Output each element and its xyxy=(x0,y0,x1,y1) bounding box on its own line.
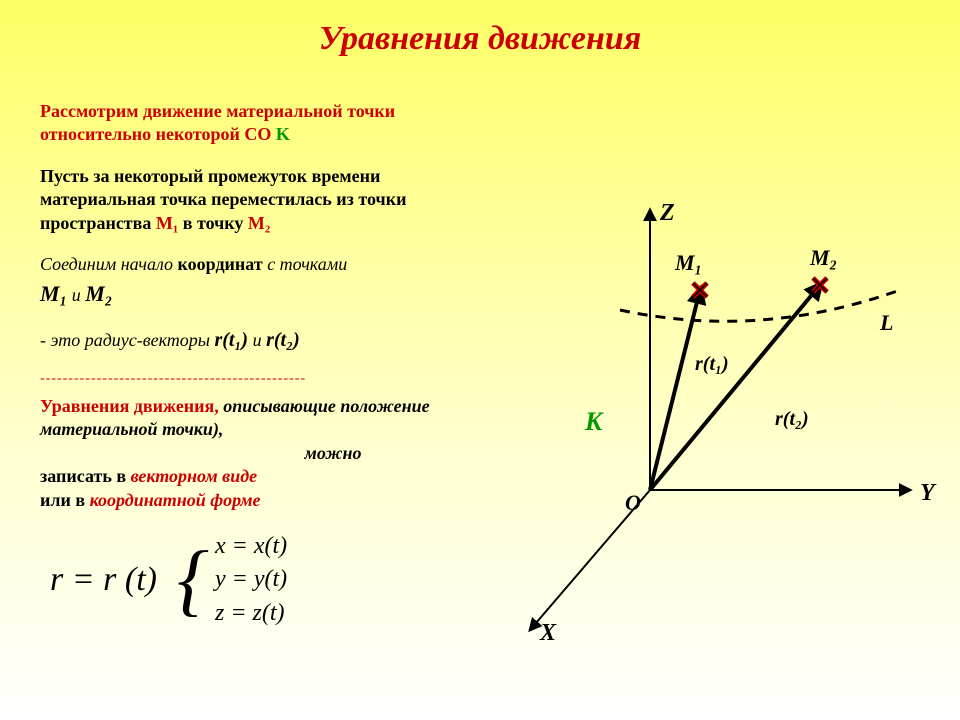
label-l: L xyxy=(879,310,893,335)
p4a: - это радиус-векторы xyxy=(40,330,210,350)
label-x: X xyxy=(539,620,557,646)
label-rt1: r(t₁) xyxy=(695,353,729,375)
p2c: в точку xyxy=(183,213,244,233)
eq-y: y = y(t) xyxy=(215,563,287,597)
p4b: r(t₁) xyxy=(214,329,248,351)
vector-equation: r = r (t) xyxy=(50,561,157,599)
p3c: с точками xyxy=(267,254,347,274)
eq-z: z = z(t) xyxy=(215,597,287,631)
p1-k: K xyxy=(276,124,290,144)
para-5: Уравнения движения, описывающие положени… xyxy=(40,395,500,512)
p5e: векторном виде xyxy=(131,466,258,486)
point-m2 xyxy=(813,278,827,292)
p5c: можно xyxy=(305,443,362,463)
p5g: координатной форме xyxy=(90,490,261,510)
text-content: Рассмотрим движение материальной точки о… xyxy=(40,100,500,631)
p4d: r(t₂) xyxy=(266,329,300,351)
p3b: координат xyxy=(178,254,263,274)
p2d: М₂ xyxy=(248,213,270,233)
system-equations: { x = x(t) y = y(t) z = z(t) xyxy=(177,530,287,631)
label-m2: М₂ xyxy=(809,245,837,270)
label-rt2: r(t₂) xyxy=(775,408,809,430)
p3a: Соединим начало xyxy=(40,254,173,274)
para-2: Пусть за некоторый промежуток времени ма… xyxy=(40,165,500,235)
p5d: записать в xyxy=(40,466,126,486)
para-3: Соединим начало координат с точками М₁ и… xyxy=(40,253,500,309)
brace-icon: { xyxy=(177,540,209,620)
separator: ----------------------------------------… xyxy=(40,371,500,387)
p3d: М₁ xyxy=(40,281,67,306)
label-z: Z xyxy=(659,200,675,226)
para-1: Рассмотрим движение материальной точки о… xyxy=(40,100,500,147)
p3f: М₂ xyxy=(85,281,112,306)
coordinate-diagram: Z Y X O K М₁ М₂ L r(t₁) r(t₂) xyxy=(500,170,940,650)
p2b: М₁ xyxy=(156,213,178,233)
label-o: O xyxy=(625,490,641,515)
eq-x: x = x(t) xyxy=(215,530,287,564)
p1-text: Рассмотрим движение материальной точки о… xyxy=(40,101,395,144)
page-title: Уравнения движения xyxy=(0,0,960,58)
p3e: и xyxy=(72,285,81,305)
label-m1: М₁ xyxy=(674,250,702,275)
label-k: K xyxy=(584,407,604,436)
label-y: Y xyxy=(920,480,937,506)
equations-row: r = r (t) { x = x(t) y = y(t) z = z(t) xyxy=(50,530,500,631)
p5a: Уравнения движения, xyxy=(40,396,219,416)
p5f: или в xyxy=(40,490,85,510)
p4c: и xyxy=(253,330,262,350)
para-4: - это радиус-векторы r(t₁) и r(t₂) xyxy=(40,327,500,353)
trajectory-curve xyxy=(620,290,900,321)
